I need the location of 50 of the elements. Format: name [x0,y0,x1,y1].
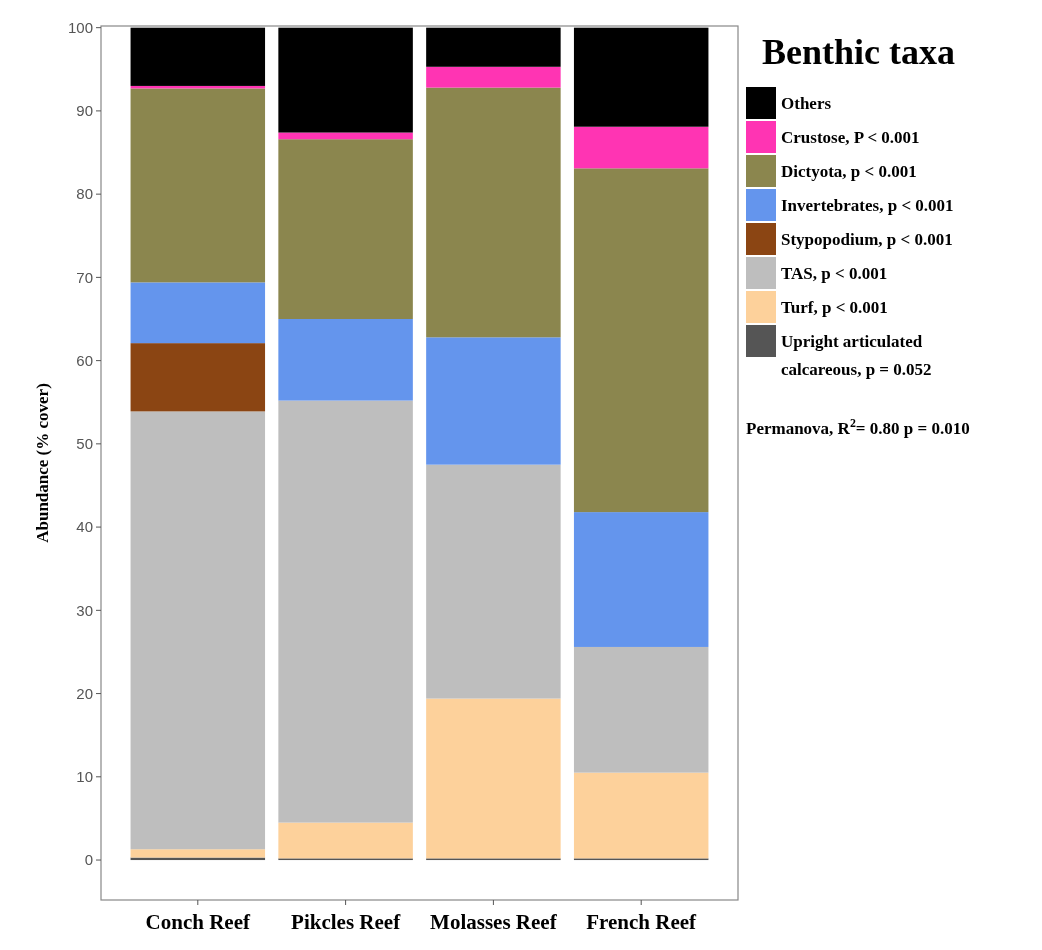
bar [130,27,266,86]
y-tick-label: 70 [76,268,93,286]
bar [130,282,266,344]
y-tick-label: 60 [76,351,93,369]
bar [426,66,561,88]
bar [426,337,561,465]
bar [278,319,413,401]
bar [130,849,266,858]
bar [278,139,413,319]
bar [573,126,709,169]
bar [573,512,709,647]
y-tick-label: 10 [76,768,93,786]
y-tick-label: 100 [67,18,93,36]
y-tick-label: 50 [76,435,93,453]
y-axis-title: Abundance (% cover) [33,383,52,543]
bar [426,698,561,859]
bar [278,822,413,859]
bar [278,27,413,133]
legend-label: Upright articulated calcareous, p = 0.052 [781,331,932,379]
text: Permanova, R$^{2}$= 0.80 p = 0.010 [746,416,970,438]
bar [573,772,709,859]
bar [573,27,709,127]
bar [426,464,561,699]
legend-label: TAS, p < 0.001 [781,263,888,283]
bar [130,343,266,412]
legend-label: Others [781,93,832,113]
y-tick-label: 90 [76,102,93,120]
y-tick-label: 40 [76,518,93,536]
bar [130,88,266,283]
legend-label: Invertebrates, p < 0.001 [781,195,954,215]
y-tick-label: 20 [76,684,93,702]
x-tick-label: Molasses Reef [430,910,558,934]
legend-label: Turf, p < 0.001 [781,297,888,317]
legend-label: Stypopodium, p < 0.001 [781,229,953,249]
bar [278,400,413,823]
bar [278,132,413,140]
bar [426,87,561,338]
legend-title: Benthic taxa [762,32,955,72]
y-tick-label: 0 [84,851,93,869]
bar [426,27,561,67]
bar [573,168,709,513]
y-tick-label: 30 [76,601,93,619]
bar [130,411,266,850]
x-tick-label: Conch Reef [145,910,251,934]
bar [573,646,709,773]
legend-label: Dictyota, p < 0.001 [781,161,917,181]
y-tick-label: 80 [76,185,93,203]
x-tick-label: French Reef [586,910,698,934]
legend-label: Crustose, P < 0.001 [781,127,920,147]
x-tick-label: Pikcles Reef [291,910,402,934]
